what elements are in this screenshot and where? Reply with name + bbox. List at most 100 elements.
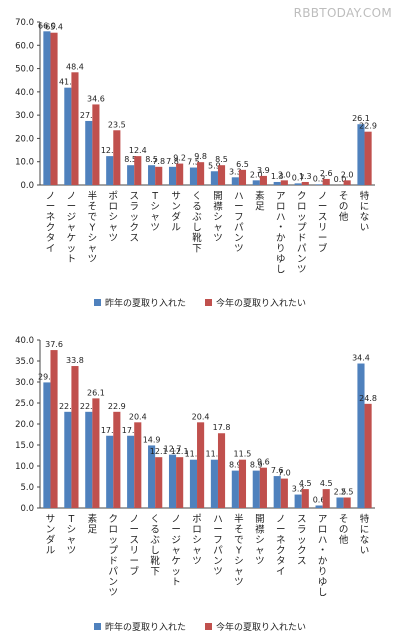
y-tick-label: 40.0 <box>15 336 34 346</box>
chart-ranking-by-last-year: 0.0 5.0 10.0 15.0 20.0 25.0 30.0 35.0 40.0 29.9 37… <box>0 322 400 640</box>
x-tick-label-char: 半 <box>88 190 98 202</box>
data-label: 8.5 <box>215 155 228 164</box>
legend-item-series-a: 昨年の夏取り入れた <box>94 296 186 309</box>
x-tick-label-char: ャ <box>255 546 265 557</box>
data-label: 12.1 <box>150 447 168 456</box>
y-tick-label: 10.0 <box>15 462 34 472</box>
x-tick-label-char: ド <box>109 556 119 567</box>
legend-label-series-b: 今年の夏取り入れたい <box>215 623 306 633</box>
x-tick-label: その他 <box>339 514 349 546</box>
data-label: 3.9 <box>257 166 270 175</box>
data-label: 9.8 <box>194 152 207 161</box>
x-tick-label-char: り <box>318 567 328 578</box>
data-label: 23.5 <box>108 120 126 129</box>
x-tick-label-char: 他 <box>339 534 349 546</box>
x-tick-label-char: ハ <box>213 514 223 525</box>
x-tick-label-char: の <box>339 202 349 213</box>
x-tick-label: 半そで Y シャツ <box>88 190 98 265</box>
x-tick-label-char: ツ <box>88 254 98 265</box>
x-tick-label-char: ャ <box>88 244 98 255</box>
data-label: 0.0 <box>334 175 347 184</box>
x-tick-label: T シャツ <box>150 191 160 234</box>
x-tick-label: サンダル <box>46 514 56 557</box>
bar-series-a <box>85 411 93 508</box>
data-label: 26.1 <box>87 388 105 397</box>
bar-series-b <box>50 32 58 186</box>
bar-series-b <box>113 411 121 508</box>
bar-series-b <box>71 72 79 185</box>
x-tick-label-char: ケ <box>67 233 77 244</box>
x-tick-label-char: ツ <box>297 265 307 276</box>
data-label: 0.7 <box>292 173 305 182</box>
x-tick-label-char: プ <box>109 546 119 557</box>
x-tick-label-char: プ <box>297 223 307 234</box>
x-tick-label-char: ツ <box>234 244 244 255</box>
x-tick-label-char: で <box>234 535 244 546</box>
data-label: 22.9 <box>59 402 77 411</box>
x-tick-label-char: シ <box>67 525 77 536</box>
bar-series-a <box>315 184 323 185</box>
x-tick-label-char: ン <box>109 577 119 588</box>
x-tick-label-char: ン <box>234 233 244 244</box>
x-tick-label-char: ス <box>129 535 139 546</box>
bar-series-b <box>280 478 288 508</box>
y-tick-label: 5.0 <box>20 483 34 493</box>
x-tick-label-char: ャ <box>234 567 244 578</box>
x-tick-label-char: ス <box>297 514 307 525</box>
x-tick-label-char: Y <box>235 546 242 557</box>
bar-series-b <box>50 350 58 508</box>
x-tick-label-char: 靴 <box>150 555 160 567</box>
x-tick-label-char: サ <box>46 514 56 525</box>
data-label: 4.5 <box>299 479 312 488</box>
bar-series-a <box>64 87 72 185</box>
data-label: 26.1 <box>352 114 370 123</box>
x-tick-label-char: シ <box>109 212 119 223</box>
x-tick-label-char: な <box>360 212 370 223</box>
x-tick-label-char: ド <box>297 233 307 244</box>
x-tick-label: スラックス <box>297 514 307 567</box>
bar-series-b <box>134 156 142 185</box>
x-tick-label-char: ハ <box>318 535 328 546</box>
x-tick-label-char: 靴 <box>192 232 202 244</box>
bar-series-b <box>259 467 267 508</box>
x-tick-label: くるぶし靴下 <box>150 514 160 578</box>
bar-series-a <box>210 459 218 508</box>
bar-chart-2: 0.0 5.0 10.0 15.0 20.0 25.0 30.0 35.0 40.0 29.9 37… <box>15 336 377 599</box>
x-tick-label-char: ャ <box>213 223 223 234</box>
x-tick-label-char: ー <box>234 202 244 213</box>
data-label: 7.8 <box>152 157 165 166</box>
x-tick-label-char: ル <box>171 223 181 234</box>
x-tick-label: サンダル <box>171 191 181 234</box>
x-tick-label: スラックス <box>129 191 139 244</box>
bar-series-a <box>231 470 239 508</box>
x-tick-label-char: ケ <box>171 556 181 567</box>
x-tick-label-char: 足 <box>255 202 265 213</box>
x-tick-label-char: ー <box>67 202 77 213</box>
x-tick-label-char: ト <box>171 577 181 588</box>
data-label: 6.5 <box>236 160 249 169</box>
data-label: 34.4 <box>352 354 370 363</box>
x-tick-label-char: ツ <box>213 233 223 244</box>
data-label: 17.2 <box>122 426 140 435</box>
data-label: 17.8 <box>213 423 231 432</box>
x-tick-label-char: ー <box>171 525 181 536</box>
x-tick-label: T シャツ <box>67 514 77 557</box>
x-tick-label-char: ハ <box>234 191 244 202</box>
data-label: 0.6 <box>313 495 326 504</box>
watermark: RBBTODAY.COM <box>293 6 392 20</box>
x-tick-label-char: ャ <box>67 223 77 234</box>
bar-series-b <box>364 131 372 185</box>
x-tick-label-char: し <box>318 588 328 599</box>
x-tick-label-char: そ <box>339 514 349 525</box>
x-tick-label-char: 半 <box>234 513 244 525</box>
data-label: 27.5 <box>80 111 98 120</box>
x-tick-label-char: ロ <box>297 202 307 213</box>
x-tick-label-char: ス <box>297 556 307 567</box>
x-tick-label-char: シ <box>150 202 160 213</box>
data-label: 8.9 <box>229 461 242 470</box>
x-tick-label-char: 開 <box>255 514 265 525</box>
x-tick-label-char: ク <box>46 223 56 234</box>
bar-series-b <box>217 433 226 508</box>
data-label: 24.8 <box>359 394 377 403</box>
data-label: 48.4 <box>66 62 84 71</box>
